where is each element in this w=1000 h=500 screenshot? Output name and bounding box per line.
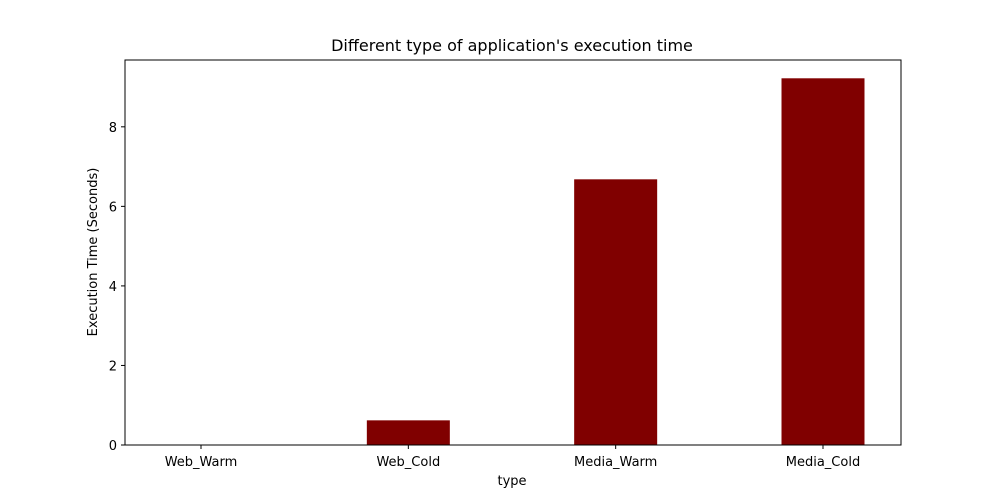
chart-title: Different type of application's executio… — [331, 36, 693, 55]
bars-group — [366, 78, 865, 445]
y-tick-label: 4 — [109, 280, 117, 295]
y-tick-label: 0 — [109, 439, 117, 454]
x-tick-label: Web_Cold — [376, 455, 440, 470]
bar-web-cold — [366, 420, 450, 445]
y-axis-label: Execution Time (Seconds) — [86, 168, 101, 337]
y-axis-ticks: 0 2 4 6 8 — [109, 121, 125, 454]
plot-frame — [124, 59, 902, 446]
y-tick-label: 8 — [109, 121, 117, 136]
x-tick-label: Media_Warm — [574, 455, 657, 470]
y-tick-label: 6 — [109, 200, 117, 215]
x-tick-label: Web_Warm — [165, 455, 238, 470]
x-axis-ticks: Web_Warm Web_Cold Media_Warm Media_Cold — [165, 445, 860, 470]
x-axis-label: type — [497, 474, 526, 489]
bar-media-cold — [781, 78, 865, 445]
bar-media-warm — [574, 179, 658, 445]
y-tick-label: 2 — [109, 359, 117, 374]
x-tick-label: Media_Cold — [786, 455, 860, 470]
plot-area: Web_Warm Web_Cold Media_Warm Media_Cold 0 2 4… — [109, 59, 902, 470]
